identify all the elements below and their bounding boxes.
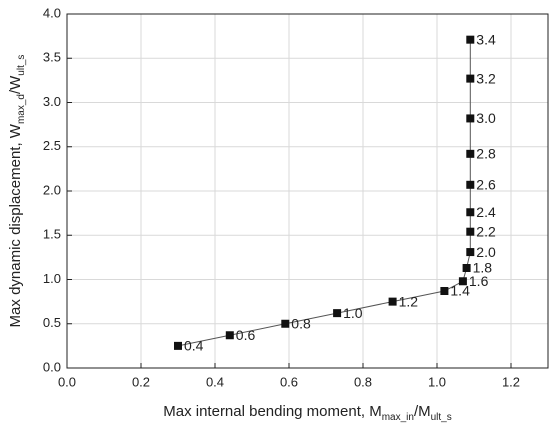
y-tick-label: 1.0 [43, 271, 61, 286]
data-point [466, 180, 475, 189]
y-tick-label: 0.5 [43, 315, 61, 330]
data-point [225, 331, 234, 340]
point-label: 2.4 [476, 204, 496, 220]
x-tick-label: 1.2 [502, 374, 520, 389]
data-point [333, 309, 342, 318]
data-point [174, 341, 182, 350]
data-point [466, 208, 475, 217]
point-label: 2.6 [476, 177, 496, 193]
y-tick-label: 2.5 [43, 138, 61, 153]
y-axis-label-part: ult_s [16, 55, 27, 76]
point-label: 0.8 [291, 315, 311, 331]
x-axis-label-part: Max internal bending moment, M [163, 403, 381, 420]
point-label: 2.0 [476, 244, 496, 260]
x-tick-label: 1.0 [428, 374, 446, 389]
point-label: 3.0 [476, 110, 496, 126]
x-axis-label: Max internal bending moment, Mmax_in/Mul… [163, 403, 451, 423]
series-line [177, 39, 471, 347]
data-point [466, 248, 475, 257]
y-axis-label: Max dynamic displacement, Wmax_d/Wult_s [7, 55, 27, 328]
y-tick-label: 0.0 [43, 359, 61, 374]
point-label: 2.2 [476, 223, 496, 239]
y-axis-label-part: max_d [16, 94, 27, 124]
x-tick-label: 0.8 [354, 374, 372, 389]
point-label: 1.6 [469, 273, 489, 289]
y-tick-label: 3.5 [43, 50, 61, 65]
point-label: 1.0 [343, 305, 363, 321]
y-tick-label: 3.0 [43, 94, 61, 109]
data-point [440, 287, 449, 296]
data-point [466, 35, 475, 44]
data-point [388, 297, 397, 306]
data-point [458, 277, 467, 286]
y-tick-label: 1.5 [43, 227, 61, 242]
x-tick-label: 0.0 [58, 374, 76, 389]
y-tick-label: 4.0 [43, 5, 61, 20]
x-axis-label-part: max_in [382, 412, 414, 423]
data-point [466, 74, 475, 83]
data-point [466, 149, 475, 158]
point-label: 1.2 [399, 293, 419, 309]
data-point [466, 227, 475, 236]
point-label: 0.6 [236, 327, 256, 343]
x-axis-label-part: ult_s [431, 412, 452, 423]
y-tick-label: 2.0 [43, 182, 61, 197]
point-label: 0.4 [184, 338, 204, 354]
y-axis-label-part: /W [7, 75, 24, 94]
data-point [462, 263, 471, 272]
point-label: 2.8 [476, 146, 496, 162]
plot-frame [66, 13, 549, 369]
x-axis-label-part: /M [414, 403, 431, 420]
x-tick-label: 0.6 [280, 374, 298, 389]
x-tick-label: 0.4 [206, 374, 224, 389]
x-tick-label: 0.2 [132, 374, 150, 389]
point-label: 3.2 [476, 70, 496, 86]
data-point [466, 114, 475, 123]
data-point [281, 319, 290, 328]
y-axis-label-part: Max dynamic displacement, W [7, 123, 24, 327]
point-label: 1.8 [473, 260, 493, 276]
point-label: 1.4 [450, 283, 470, 299]
point-label: 3.4 [476, 31, 496, 47]
